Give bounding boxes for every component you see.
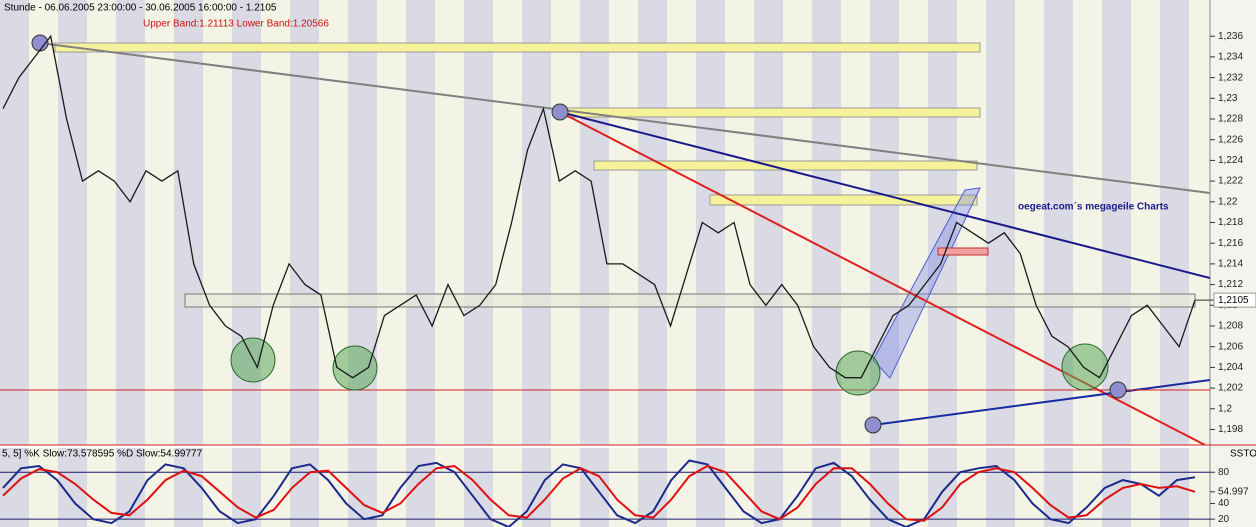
y-tick-label: 54.997 xyxy=(1218,486,1249,497)
axis-background xyxy=(1210,0,1256,527)
y-tick-label: 1,236 xyxy=(1218,31,1243,42)
y-tick-label: 1,216 xyxy=(1218,238,1243,249)
y-tick-label: 1,228 xyxy=(1218,114,1243,125)
y-tick-label: 1,214 xyxy=(1218,259,1243,270)
price-line xyxy=(2,464,1196,522)
level-box xyxy=(937,247,989,256)
y-tick-label: 1,2 xyxy=(1218,403,1232,414)
y-tick-label: 1,224 xyxy=(1218,155,1243,166)
level-box xyxy=(559,107,981,118)
highlight xyxy=(835,350,881,396)
watermark: oegeat.com´s megageile Charts xyxy=(1018,202,1169,213)
level-box xyxy=(709,194,978,206)
highlight xyxy=(332,345,378,391)
plot-background xyxy=(0,0,1210,445)
y-tick-label: 1,218 xyxy=(1218,217,1243,228)
trend-line xyxy=(559,111,1210,279)
stoch-background xyxy=(0,448,1210,527)
price-line xyxy=(2,459,1196,527)
highlight xyxy=(1061,343,1109,391)
y-tick-label: 1,222 xyxy=(1218,176,1243,187)
pivot xyxy=(551,103,569,121)
y-tick-label: 1,23 xyxy=(1218,93,1238,104)
level-box xyxy=(54,42,981,53)
pivot xyxy=(864,416,882,434)
trend-line xyxy=(39,42,1210,194)
y-tick-label: 80 xyxy=(1218,467,1230,478)
y-tick-label: 20 xyxy=(1218,514,1230,525)
y-tick-label: 1,234 xyxy=(1218,52,1243,63)
trend-line xyxy=(872,379,1210,426)
y-tick-label: 1,226 xyxy=(1218,134,1243,145)
band-info: Upper Band:1.21113 Lower Band:1.20566 xyxy=(143,19,329,30)
y-tick-label: 1,206 xyxy=(1218,341,1243,352)
y-tick-label: 1,212 xyxy=(1218,279,1243,290)
y-tick-label: 1,204 xyxy=(1218,362,1243,373)
y-tick-label: 1,232 xyxy=(1218,72,1243,83)
y-tick-label: 1,208 xyxy=(1218,321,1243,332)
y-tick-label: 40 xyxy=(1218,498,1230,509)
stoch-label: SSTO xyxy=(1230,449,1256,460)
last-price-label: 1,2105 xyxy=(1218,295,1249,306)
last-price-box xyxy=(1213,292,1256,308)
plot xyxy=(2,34,1196,379)
plot xyxy=(0,459,1210,527)
y-tick-label: 1,202 xyxy=(1218,383,1243,394)
chart-title: Stunde - 06.06.2005 23:00:00 - 30.06.200… xyxy=(4,3,277,14)
y-tick-label: 1,198 xyxy=(1218,424,1243,435)
pivot xyxy=(1109,381,1127,399)
y-tick-label: 1,22 xyxy=(1218,196,1238,207)
support-box xyxy=(184,293,1196,308)
price-line xyxy=(2,34,1196,379)
stoch-title: 5, 5] %K Slow:73.578595 %D Slow:54.99777 xyxy=(2,449,203,460)
